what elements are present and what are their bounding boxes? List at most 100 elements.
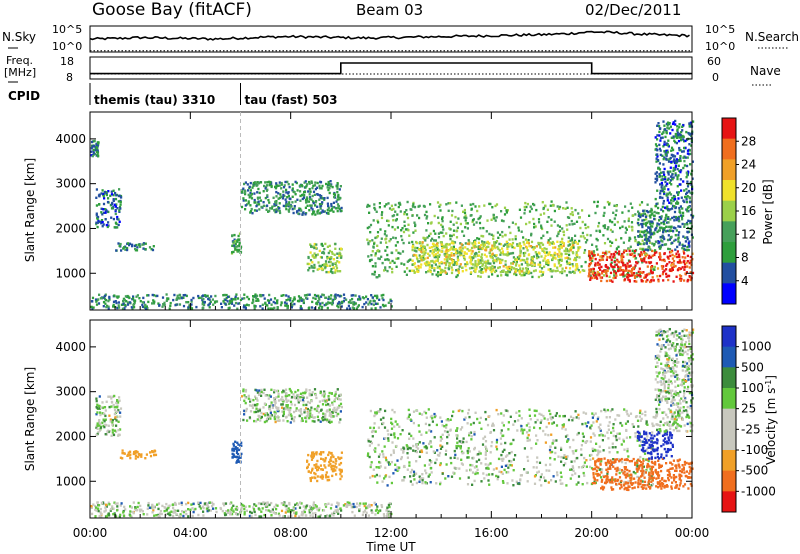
heatmap-cell bbox=[562, 233, 566, 237]
heatmap-cell bbox=[665, 184, 668, 187]
heatmap-cell bbox=[299, 396, 302, 399]
heatmap-cell bbox=[562, 244, 565, 248]
heatmap-cell bbox=[648, 241, 652, 244]
heatmap-cell bbox=[339, 461, 343, 465]
heatmap-cell bbox=[230, 297, 233, 301]
heatmap-cell bbox=[93, 152, 97, 156]
heatmap-cell bbox=[291, 207, 294, 211]
heatmap-cell bbox=[686, 236, 689, 239]
heatmap-cell bbox=[311, 451, 314, 454]
heatmap-cell bbox=[434, 232, 437, 235]
heatmap-cell bbox=[323, 303, 326, 307]
heatmap-cell bbox=[133, 244, 136, 247]
heatmap-cell bbox=[391, 251, 394, 255]
heatmap-cell bbox=[624, 263, 627, 267]
heatmap-cell bbox=[319, 464, 322, 467]
heatmap-cell bbox=[116, 226, 119, 229]
heatmap-cell bbox=[471, 220, 474, 223]
heatmap-cell bbox=[601, 251, 605, 255]
heatmap-cell bbox=[634, 264, 637, 267]
heatmap-cell bbox=[666, 196, 669, 199]
heatmap-cell bbox=[126, 303, 130, 306]
heatmap-cell bbox=[511, 266, 514, 269]
heatmap-cell bbox=[286, 404, 289, 407]
heatmap-cell bbox=[348, 307, 352, 310]
nsky-series-line bbox=[89, 30, 690, 41]
heatmap-cell bbox=[414, 265, 417, 269]
heatmap-cell bbox=[144, 242, 147, 245]
heatmap-cell bbox=[123, 514, 126, 518]
heatmap-cell bbox=[97, 420, 101, 423]
heatmap-cell bbox=[293, 302, 296, 306]
heatmap-cell bbox=[107, 305, 110, 308]
heatmap-cell bbox=[591, 416, 594, 419]
heatmap-cell bbox=[356, 305, 359, 309]
heatmap-cell bbox=[320, 457, 323, 460]
heatmap-cell bbox=[313, 476, 316, 479]
heatmap-cell bbox=[142, 513, 145, 516]
heatmap-cell bbox=[236, 307, 239, 310]
heatmap-cell bbox=[322, 250, 325, 254]
heatmap-cell bbox=[353, 505, 356, 508]
heatmap-cell bbox=[496, 245, 499, 249]
heatmap-cell bbox=[332, 408, 335, 412]
heatmap-cell bbox=[249, 204, 252, 207]
heatmap-cell bbox=[530, 240, 534, 244]
heatmap-cell bbox=[655, 171, 658, 174]
heatmap-cell bbox=[560, 253, 563, 256]
heatmap-cell bbox=[317, 404, 320, 408]
heatmap-cell bbox=[664, 180, 667, 184]
heatmap-cell bbox=[483, 267, 486, 270]
heatmap-cell bbox=[327, 211, 330, 215]
power-colorbar-swatch bbox=[722, 221, 736, 243]
heatmap-cell bbox=[605, 279, 608, 283]
heatmap-cell bbox=[678, 260, 681, 263]
heatmap-cell bbox=[286, 510, 290, 513]
heatmap-cell bbox=[313, 256, 316, 259]
heatmap-cell bbox=[557, 261, 561, 264]
heatmap-cell bbox=[523, 243, 526, 246]
heatmap-cell bbox=[335, 409, 338, 413]
heatmap-cell bbox=[615, 204, 618, 208]
heatmap-cell bbox=[688, 200, 692, 204]
heatmap-cell bbox=[429, 203, 432, 206]
heatmap-cell bbox=[601, 270, 604, 273]
heatmap-cell bbox=[281, 395, 284, 399]
heatmap-cell bbox=[327, 251, 330, 255]
heatmap-cell bbox=[436, 255, 439, 258]
heatmap-cell bbox=[212, 507, 215, 510]
heatmap-cell bbox=[649, 261, 653, 264]
heatmap-cell bbox=[636, 439, 639, 442]
heatmap-cell bbox=[237, 443, 240, 446]
heatmap-cell bbox=[260, 510, 263, 513]
heatmap-cell bbox=[524, 251, 527, 255]
heatmap-cell bbox=[641, 280, 645, 283]
heatmap-cell bbox=[387, 202, 390, 205]
heatmap-cell bbox=[280, 301, 283, 305]
heatmap-cell bbox=[664, 230, 667, 233]
heatmap-cell bbox=[315, 463, 318, 466]
heatmap-cell bbox=[212, 303, 215, 306]
heatmap-cell bbox=[144, 307, 147, 310]
heatmap-cell bbox=[126, 301, 130, 304]
heatmap-cell bbox=[541, 201, 544, 204]
heatmap-cell bbox=[621, 225, 624, 228]
heatmap-cell bbox=[468, 267, 472, 270]
heatmap-cell bbox=[425, 217, 428, 220]
heatmap-cell bbox=[289, 406, 292, 410]
heatmap-cell bbox=[265, 508, 268, 512]
heatmap-cell bbox=[112, 189, 115, 192]
heatmap-cell bbox=[167, 512, 170, 515]
heatmap-cell bbox=[662, 220, 665, 223]
heatmap-cell bbox=[674, 123, 677, 126]
heatmap-cell bbox=[104, 506, 107, 509]
heatmap-cell bbox=[367, 255, 370, 258]
heatmap-cell bbox=[591, 259, 594, 263]
heatmap-cell bbox=[686, 223, 689, 226]
heatmap-cell bbox=[259, 419, 262, 422]
heatmap-cell bbox=[605, 258, 608, 261]
heatmap-cell bbox=[289, 197, 292, 201]
heatmap-cell bbox=[328, 301, 331, 305]
heatmap-cell bbox=[103, 197, 106, 200]
heatmap-cell bbox=[540, 236, 543, 240]
